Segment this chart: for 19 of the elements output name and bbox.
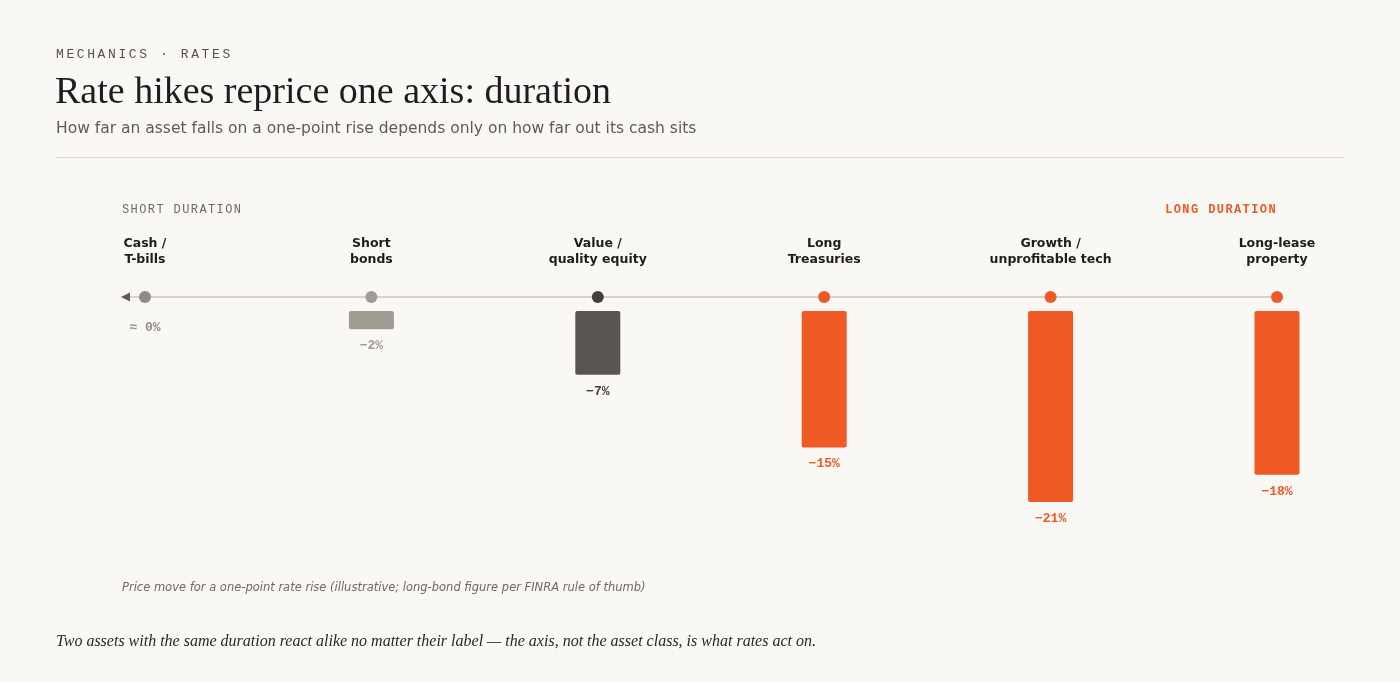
text: SHORT DURATION: [122, 203, 243, 217]
text: LONG DURATION: [1165, 203, 1277, 217]
x-tick-label: Cash / T-bills: [123, 235, 167, 266]
x-tick-label: Short bonds: [349, 235, 393, 266]
x-tick-label: Growth / unprofitable tech: [989, 235, 1112, 266]
chart-subtitle: How far an asset falls on a one-point rise depends only on how far out its cash sits: [56, 119, 697, 137]
data-label: −15%: [808, 456, 840, 472]
text: Two assets with the same duration react alike no matter their label — the axis, not the asset class, is what rates act on.: [56, 632, 816, 649]
text: MECHANICS · RATES: [56, 47, 233, 62]
x-tick-label: Long Treasuries: [787, 235, 861, 266]
data-label: −18%: [1261, 483, 1293, 499]
data-label: −7%: [586, 383, 610, 399]
chart-title: Rate hikes reprice one axis: duration: [55, 69, 612, 111]
x-tick-label: Long-lease property: [1238, 235, 1316, 266]
x-tick-label: Value / quality equity: [548, 235, 647, 266]
data-label: ≈ 0%: [129, 320, 161, 335]
data-label: −2%: [359, 338, 384, 354]
data-label: −21%: [1034, 511, 1067, 526]
text: Price move for a one-point rate rise (illustrative; long-bond figure per FINRA rule of thumb): [122, 580, 646, 594]
